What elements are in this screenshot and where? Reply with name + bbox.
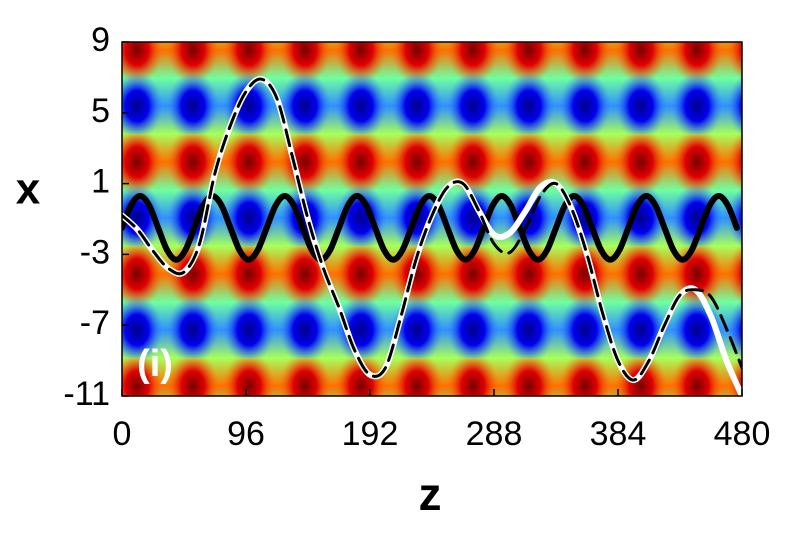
curves bbox=[122, 76, 742, 396]
y-tick-label: 9 bbox=[91, 21, 110, 59]
y-tick-label: 1 bbox=[91, 163, 110, 201]
x-tick-label: 384 bbox=[590, 415, 647, 453]
x-tick-label: 480 bbox=[714, 415, 771, 453]
y-axis-label: x bbox=[16, 165, 41, 214]
x-tick-label: 96 bbox=[227, 415, 265, 453]
y-tick-label: 5 bbox=[91, 92, 110, 130]
x-axis-label: z bbox=[419, 468, 442, 520]
axes: 9 5 1 -3 -7 -110 96 192 288 384 480 bbox=[63, 21, 770, 453]
trajectory bbox=[122, 192, 740, 263]
x-tick-label: 192 bbox=[342, 415, 399, 453]
x-tick-label: 288 bbox=[466, 415, 523, 453]
y-tick-label: -11 bbox=[63, 375, 110, 413]
dashed-trajectory bbox=[122, 77, 742, 382]
plot-frame bbox=[121, 41, 743, 397]
annotation: (i) bbox=[137, 343, 173, 385]
y-tick-label: -7 bbox=[80, 304, 110, 342]
x-tick-label: 0 bbox=[113, 415, 132, 453]
y-tick-label: -3 bbox=[80, 233, 110, 271]
